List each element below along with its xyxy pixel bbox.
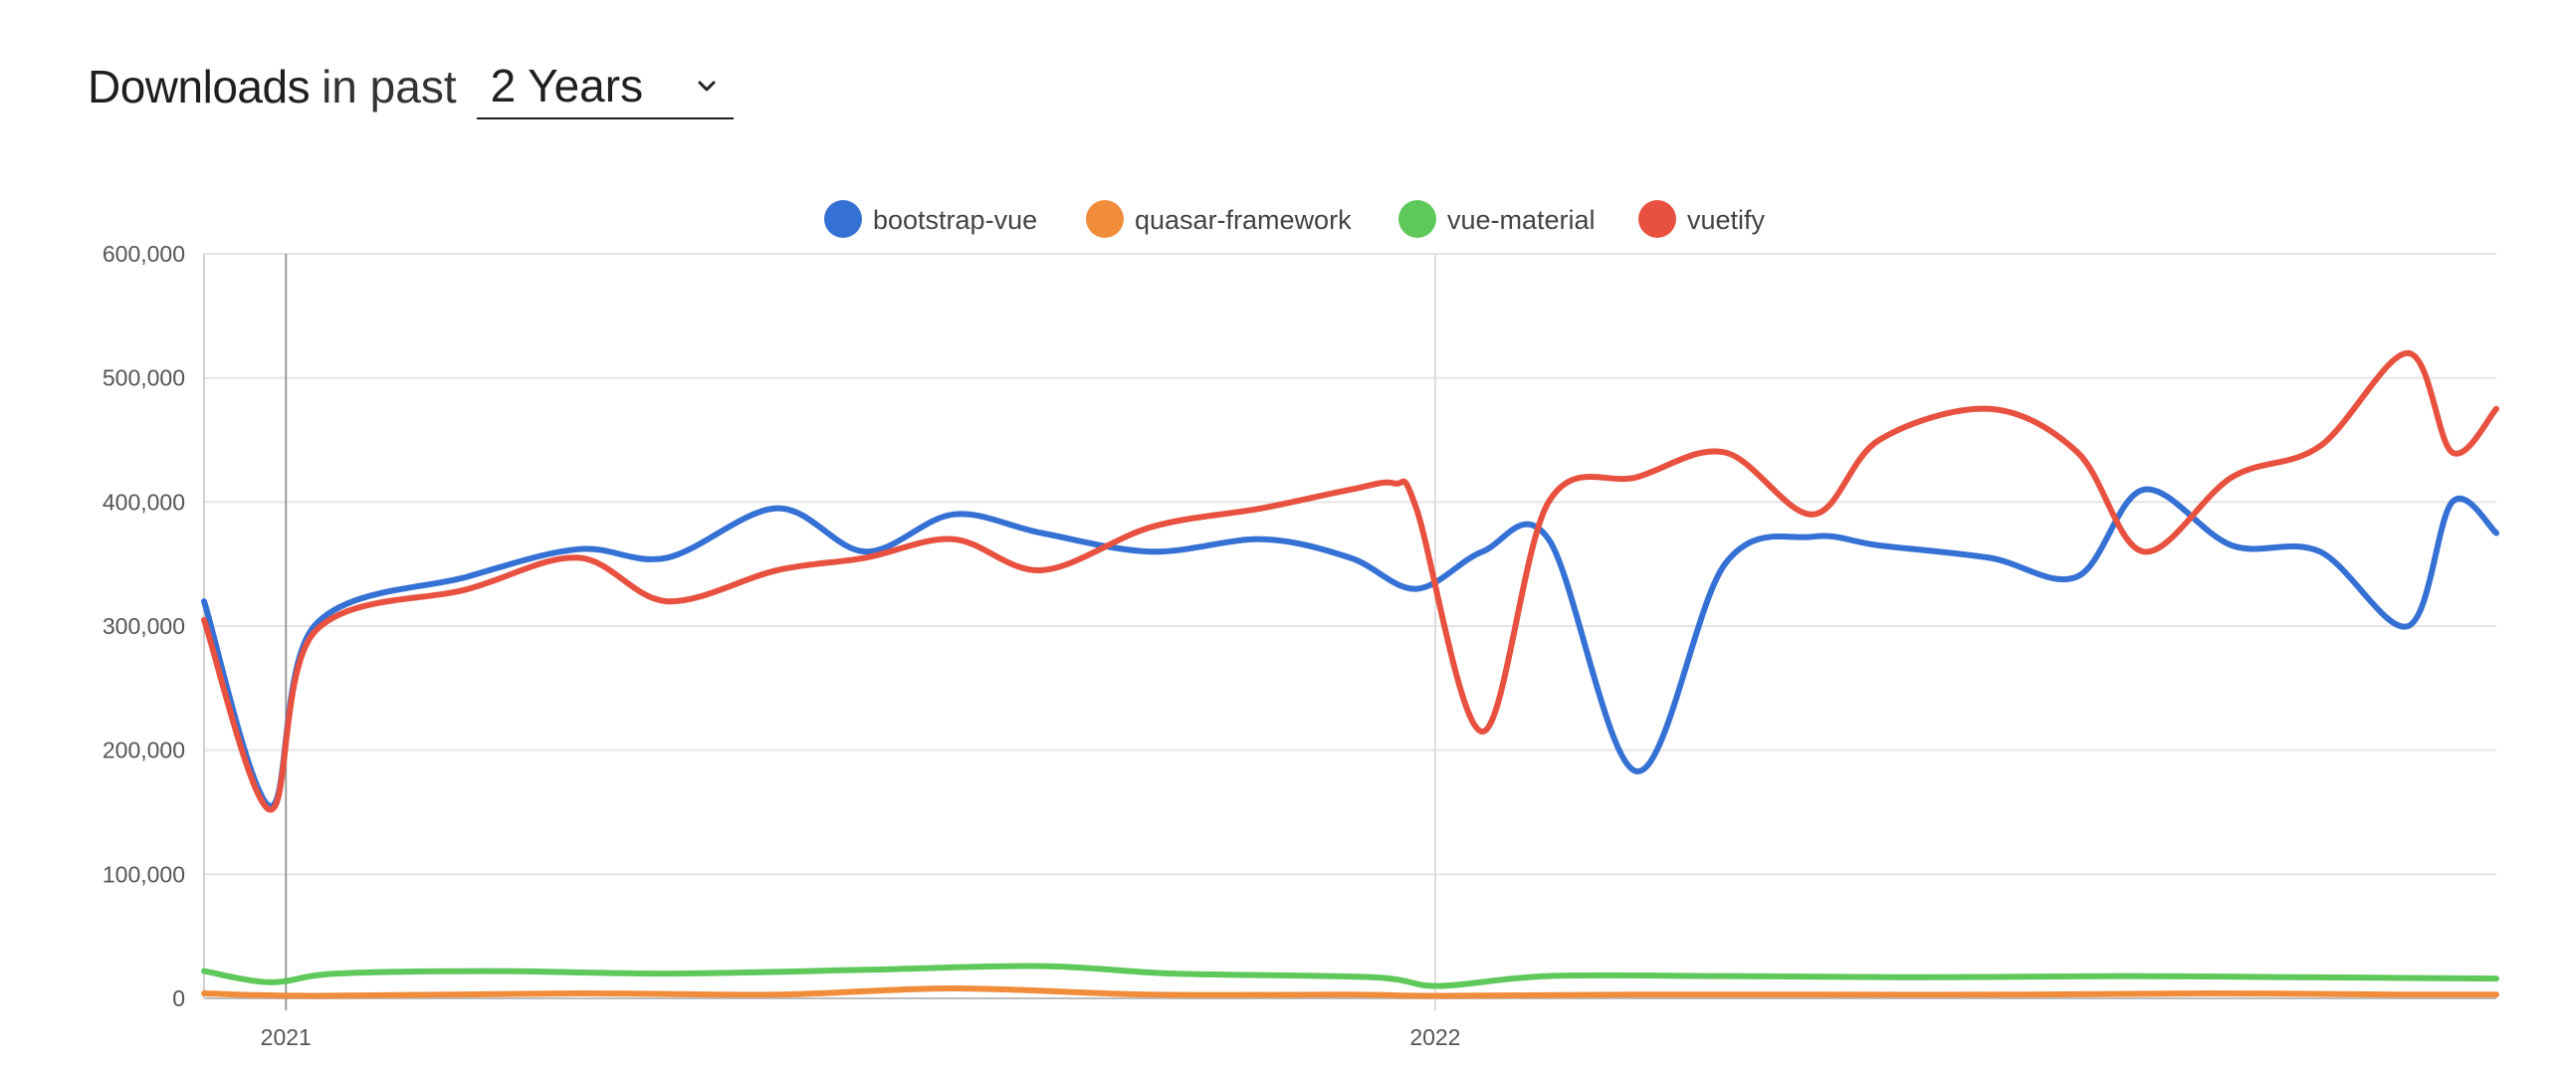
x-tick-label: 2022 <box>1409 1024 1460 1050</box>
series-line-vue-material <box>201 963 2499 989</box>
legend-swatch-bootstrap-vue <box>824 200 862 238</box>
downloads-subtitle: in past <box>322 61 457 112</box>
downloads-header: Downloads in past 2 Years <box>88 52 734 121</box>
series-lines <box>201 349 2499 999</box>
y-tick-label: 100,000 <box>103 861 185 887</box>
chart-grid <box>203 253 2496 1010</box>
legend-label-bootstrap-vue: bootstrap-vue <box>873 205 1037 235</box>
x-tick-label: 2021 <box>261 1024 312 1050</box>
y-tick-label: 400,000 <box>103 489 185 515</box>
legend-swatch-quasar-framework <box>1086 200 1124 238</box>
y-tick-label: 0 <box>172 985 185 1011</box>
y-axis: 0 100,000 200,000 300,000 400,000 500,000 600,… <box>103 241 185 1011</box>
series-line-bootstrap-vue <box>201 486 2499 809</box>
series-line-vuetify <box>201 349 2499 813</box>
legend-swatch-vuetify <box>1638 200 1676 238</box>
legend-label-quasar-framework: quasar-framework <box>1135 205 1352 235</box>
y-tick-label: 500,000 <box>103 365 185 391</box>
time-range-value: 2 Years <box>490 60 644 111</box>
legend-swatch-vue-material <box>1398 200 1436 238</box>
chevron-down-icon <box>698 81 716 92</box>
chart-legend: bootstrap-vue quasar-framework vue-materia… <box>824 200 1766 238</box>
legend-label-vue-material: vue-material <box>1447 205 1596 235</box>
series-line-quasar-framework <box>201 985 2499 999</box>
y-tick-label: 600,000 <box>103 241 185 267</box>
downloads-title: Downloads <box>88 61 311 112</box>
y-tick-label: 300,000 <box>103 613 185 639</box>
y-tick-label: 200,000 <box>103 738 185 763</box>
time-range-select[interactable]: 2 Years <box>476 54 734 119</box>
legend-label-vuetify: vuetify <box>1687 205 1766 235</box>
x-axis: 2021 2022 <box>261 1024 1461 1050</box>
